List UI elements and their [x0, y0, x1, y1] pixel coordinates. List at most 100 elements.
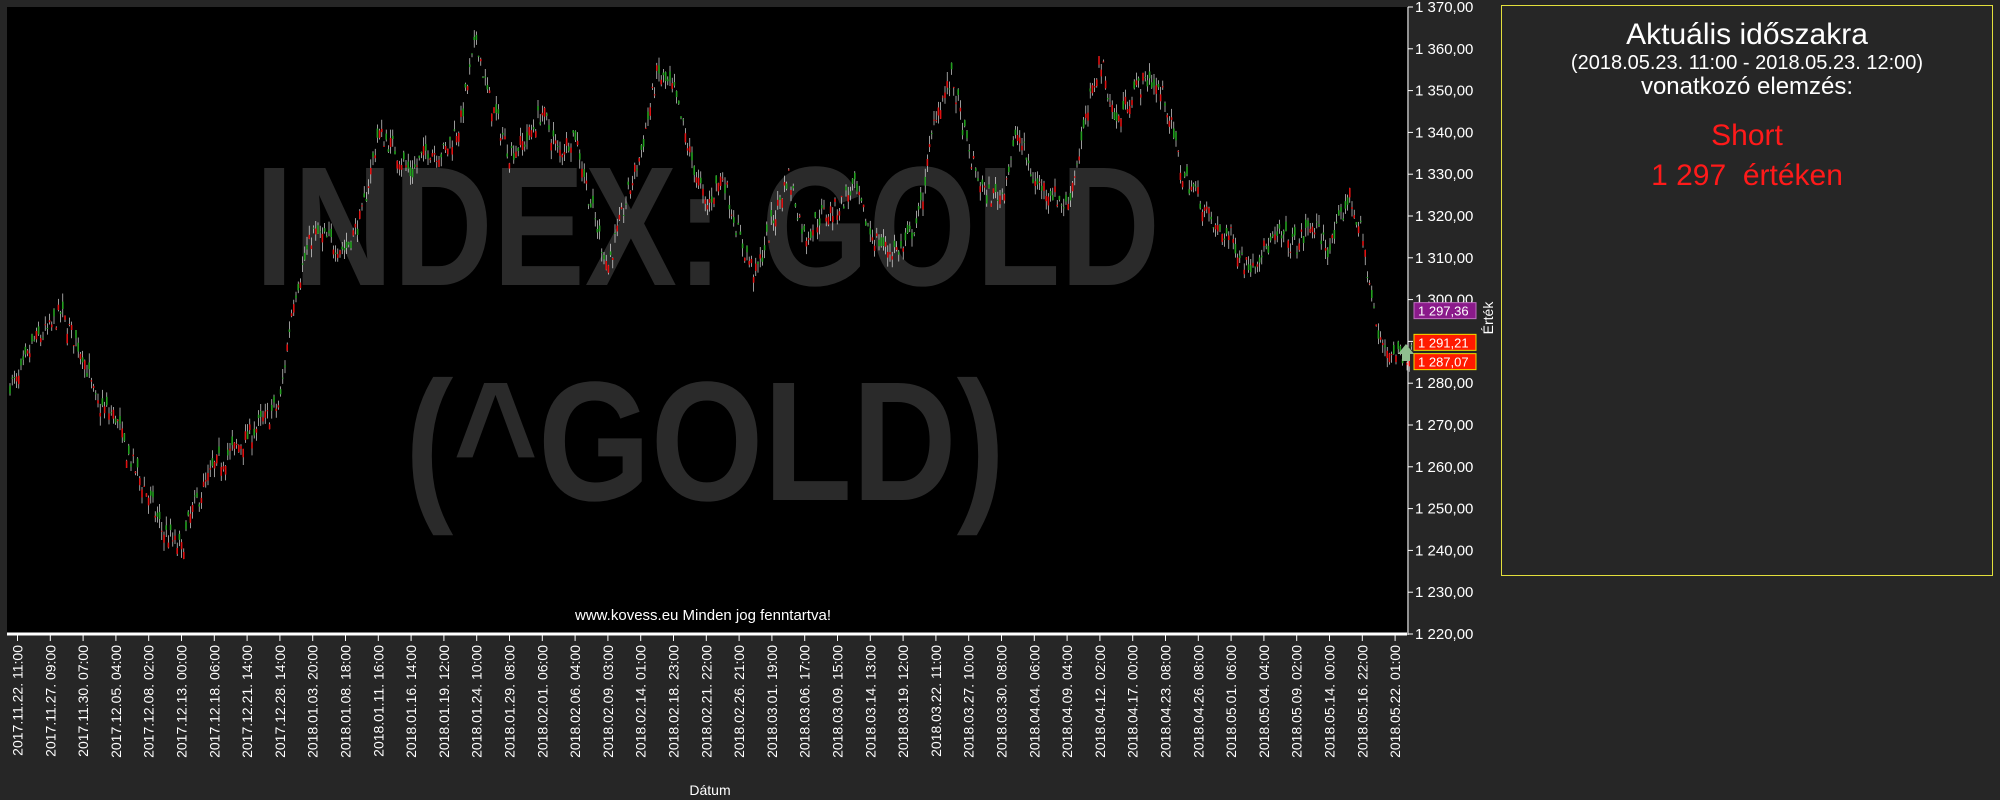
candle-body: [1250, 265, 1252, 273]
candle-body: [1102, 61, 1105, 63]
candle-body: [1096, 79, 1098, 87]
candle-body: [1338, 210, 1340, 216]
candle-body: [398, 164, 401, 170]
candle-body: [381, 128, 383, 132]
x-tick-label: 2017.11.30. 07:00: [75, 645, 91, 757]
candle-body: [202, 481, 205, 487]
candle-body: [310, 245, 313, 250]
candle-body: [726, 182, 728, 185]
plot-area[interactable]: [7, 7, 1407, 635]
candle-body: [590, 203, 592, 208]
candle-body: [57, 304, 60, 310]
x-tick-label: 2017.11.27. 09:00: [42, 645, 58, 757]
candle-body: [878, 239, 880, 247]
y-tick-label: 1 220,00: [1415, 626, 1473, 643]
candle-body: [554, 140, 557, 144]
candle-body: [354, 223, 357, 228]
x-tick-label: 2018.05.04. 04:00: [1256, 645, 1272, 758]
candle-body: [1199, 203, 1201, 209]
candle-body: [211, 458, 214, 466]
copyright-text: www.kovess.eu Minden jog fenntartva!: [574, 607, 831, 624]
candle-body: [24, 346, 27, 355]
candle-body: [161, 530, 163, 532]
candle-body: [609, 251, 612, 256]
candle-body: [869, 228, 871, 235]
candle-body: [475, 34, 478, 40]
candle-body: [238, 445, 240, 453]
candle-body: [462, 108, 464, 117]
candle-body: [959, 107, 962, 112]
candle-body: [1118, 115, 1120, 122]
candle-body: [339, 250, 341, 255]
candle-body: [1012, 140, 1014, 146]
candle-body: [233, 442, 236, 449]
candle-body: [722, 178, 724, 180]
candle-body: [1375, 324, 1377, 327]
candle-body: [1056, 204, 1058, 207]
candle-body: [766, 224, 768, 232]
candle-body: [304, 252, 306, 260]
candle-body: [240, 446, 242, 449]
candle-body: [251, 442, 253, 449]
candle-body: [539, 122, 541, 125]
price-chart[interactable]: INDEX: GOLD (^GOLD) 1 220,00 1 230,00 1 24…: [0, 0, 1500, 800]
candle-body: [180, 542, 183, 550]
candle-body: [1060, 204, 1063, 206]
price-label-low: 1 287,07: [1418, 355, 1469, 370]
candle-body: [480, 59, 482, 62]
candle-body: [898, 251, 900, 255]
candle-body: [185, 521, 187, 530]
candle-body: [1397, 341, 1399, 350]
candle-body: [1346, 197, 1349, 205]
candle-body: [95, 393, 97, 395]
candle-body: [119, 416, 121, 424]
candle-body: [706, 205, 709, 210]
candle-body: [286, 344, 288, 351]
candle-body: [139, 478, 141, 486]
candle-body: [627, 181, 629, 185]
candle-body: [1228, 235, 1230, 241]
x-tick-label: 2018.03.19. 12:00: [895, 645, 911, 758]
candle-body: [1223, 238, 1226, 241]
candle-body: [548, 125, 550, 130]
candle-body: [447, 148, 449, 155]
candle-body: [1230, 226, 1232, 228]
candle-body: [594, 218, 596, 220]
x-tick-label: 2018.04.23. 08:00: [1158, 645, 1174, 758]
candle-body: [807, 238, 810, 240]
candle-body: [174, 535, 176, 541]
candle-body: [1241, 252, 1243, 254]
candle-body: [840, 195, 843, 198]
candle-body: [1289, 251, 1292, 253]
candle-body: [1063, 207, 1065, 209]
candle-body: [805, 240, 808, 247]
candle-body: [972, 156, 975, 159]
candle-body: [73, 344, 75, 346]
candle-body: [141, 489, 143, 498]
candle-body: [218, 446, 220, 454]
candle-body: [235, 443, 238, 446]
x-tick-label: 2017.12.08. 02:00: [141, 645, 157, 758]
candle-body: [939, 110, 942, 119]
candle-body: [1276, 231, 1278, 236]
candle-body: [372, 152, 374, 157]
candle-body: [88, 362, 90, 370]
candle-body: [794, 203, 797, 207]
candle-body: [1043, 182, 1045, 191]
candle-body: [196, 492, 198, 498]
candle-body: [312, 227, 315, 229]
candle-body: [517, 147, 519, 152]
candle-body: [1393, 345, 1395, 354]
candle-body: [739, 231, 742, 235]
candle-body: [301, 263, 304, 265]
candle-body: [1047, 196, 1050, 206]
candle-body: [845, 186, 847, 191]
candle-body: [695, 177, 698, 183]
candle-body: [1386, 350, 1388, 358]
candle-body: [653, 94, 656, 96]
candle-body: [823, 207, 825, 209]
candle-body: [1366, 277, 1369, 279]
candle-body: [788, 169, 790, 171]
candle-body: [645, 127, 647, 129]
watermark-line-1: INDEX: GOLD: [255, 132, 1160, 322]
